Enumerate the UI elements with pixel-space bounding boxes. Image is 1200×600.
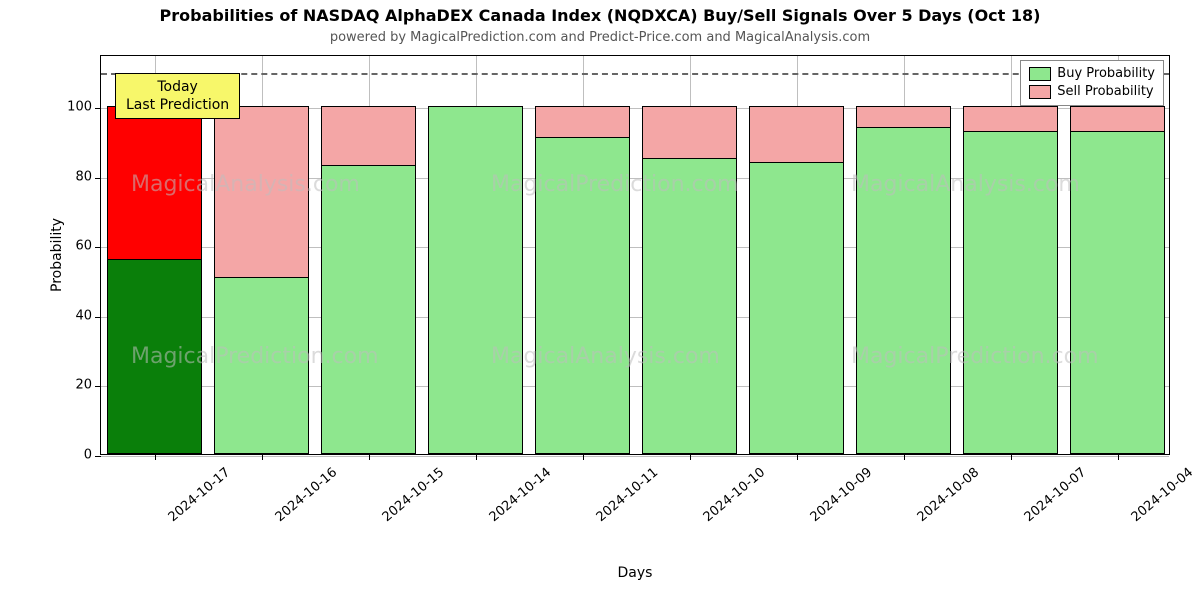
xtick-label: 2024-10-09: [807, 465, 875, 525]
bar-buy: [214, 277, 308, 454]
y-axis-label: Probability: [20, 55, 94, 455]
xtick-mark: [155, 454, 156, 460]
plot-area: MagicalAnalysis.comMagicalPrediction.com…: [100, 55, 1170, 455]
legend-label: Sell Probability: [1057, 83, 1153, 101]
chart-container: Probabilities of NASDAQ AlphaDEX Canada …: [0, 0, 1200, 600]
xtick-label: 2024-10-14: [486, 465, 554, 525]
xtick-label: 2024-10-08: [914, 465, 982, 525]
ytick-mark: [95, 108, 101, 109]
annotation-line1: Today: [126, 78, 229, 96]
xtick-label: 2024-10-11: [593, 465, 661, 525]
xtick-label: 2024-10-16: [272, 465, 340, 525]
xtick-mark: [690, 454, 691, 460]
xtick-mark: [583, 454, 584, 460]
ytick-mark: [95, 386, 101, 387]
today-annotation: Today Last Prediction: [115, 73, 240, 119]
bar-buy: [107, 259, 201, 454]
legend-item: Buy Probability: [1029, 65, 1155, 83]
xtick-mark: [369, 454, 370, 460]
xtick-mark: [797, 454, 798, 460]
bar-buy: [428, 106, 522, 454]
bar-buy: [642, 158, 736, 454]
xtick-mark: [476, 454, 477, 460]
xtick-mark: [1011, 454, 1012, 460]
xtick-mark: [1118, 454, 1119, 460]
bar-buy: [749, 162, 843, 454]
ytick-label: 80: [2, 169, 92, 184]
chart-subtitle: powered by MagicalPrediction.com and Pre…: [0, 30, 1200, 45]
bar-buy: [321, 165, 415, 454]
ytick-label: 20: [2, 378, 92, 393]
reference-line: [101, 73, 1169, 75]
xtick-label: 2024-10-07: [1021, 465, 1089, 525]
bar-buy: [963, 131, 1057, 454]
xtick-mark: [904, 454, 905, 460]
xtick-label: 2024-10-17: [165, 465, 233, 525]
bar-buy: [856, 127, 950, 454]
legend-swatch: [1029, 67, 1051, 81]
legend: Buy ProbabilitySell Probability: [1020, 60, 1164, 106]
legend-swatch: [1029, 85, 1051, 99]
bar-buy: [1070, 131, 1164, 454]
ytick-label: 100: [2, 100, 92, 115]
xtick-mark: [262, 454, 263, 460]
legend-item: Sell Probability: [1029, 83, 1155, 101]
xtick-label: 2024-10-15: [379, 465, 447, 525]
ytick-label: 40: [2, 308, 92, 323]
xtick-label: 2024-10-10: [700, 465, 768, 525]
ytick-label: 0: [2, 448, 92, 463]
x-axis-label: Days: [100, 565, 1170, 581]
bar-buy: [535, 137, 629, 454]
annotation-line2: Last Prediction: [126, 96, 229, 114]
legend-label: Buy Probability: [1057, 65, 1155, 83]
chart-title: Probabilities of NASDAQ AlphaDEX Canada …: [0, 6, 1200, 25]
xtick-label: 2024-10-04: [1128, 465, 1196, 525]
ytick-mark: [95, 317, 101, 318]
ytick-mark: [95, 178, 101, 179]
ytick-mark: [95, 247, 101, 248]
ytick-label: 60: [2, 239, 92, 254]
ytick-mark: [95, 456, 101, 457]
